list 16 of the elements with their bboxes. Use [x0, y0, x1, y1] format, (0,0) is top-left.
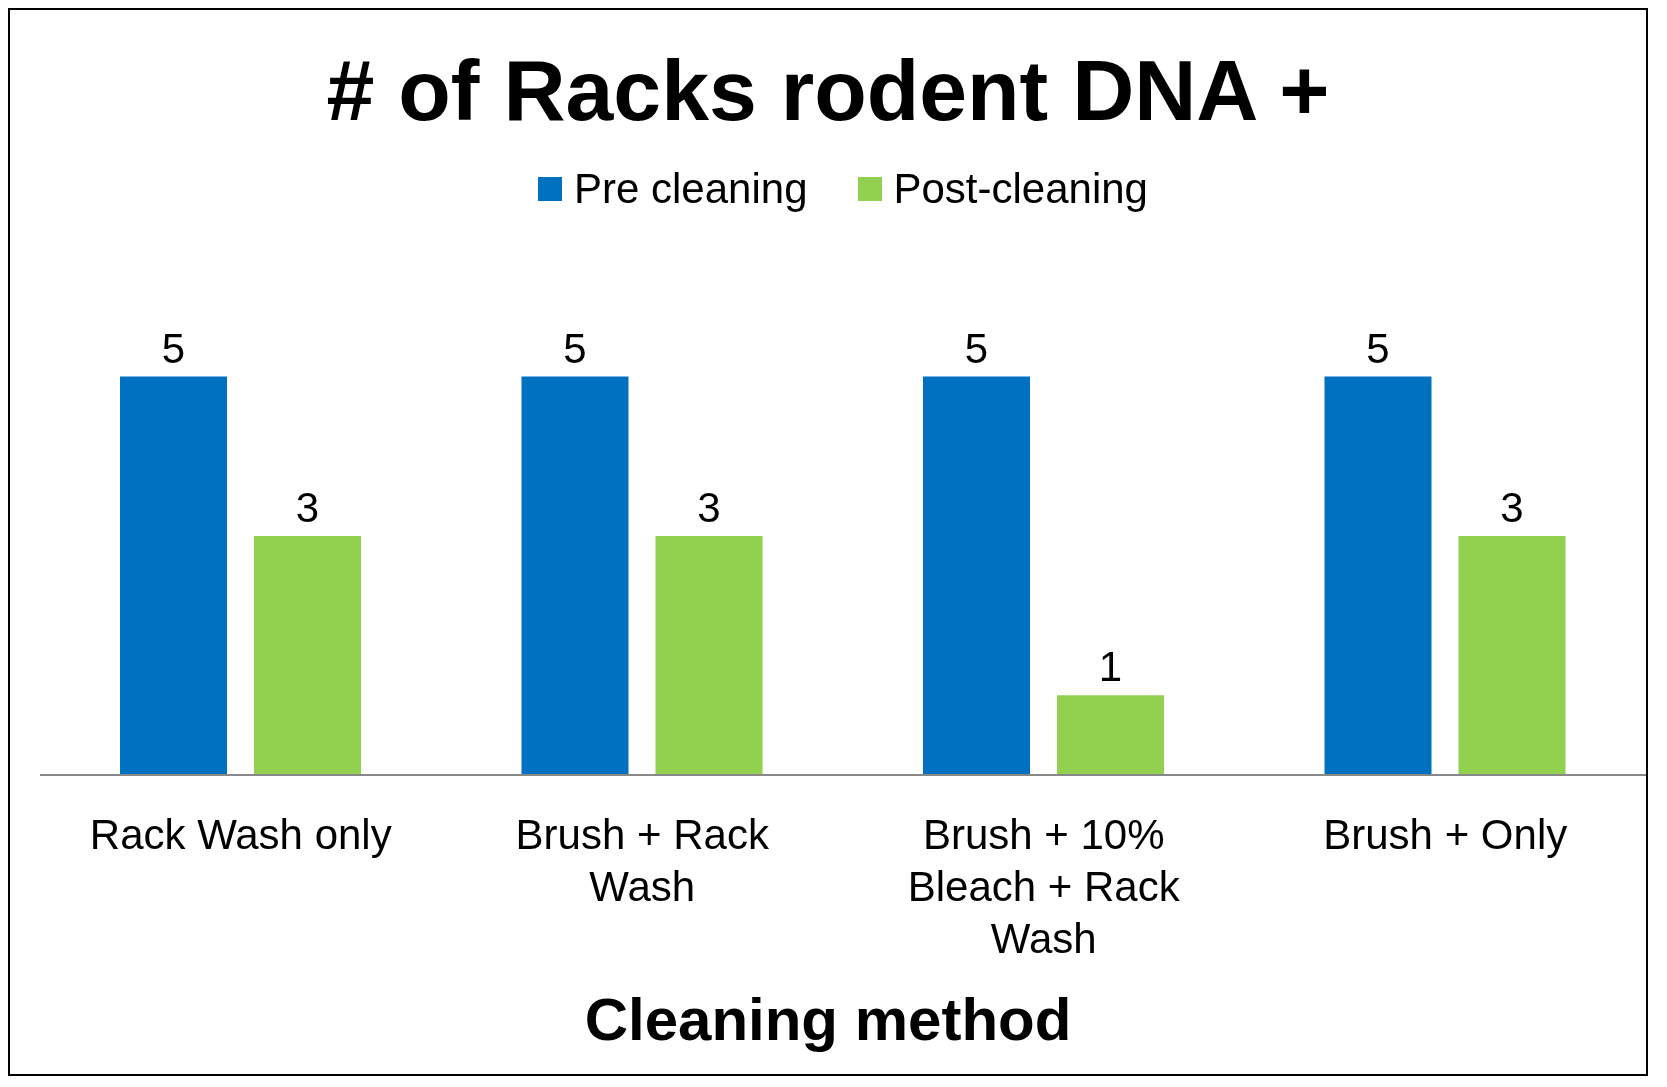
- x-axis-title: Cleaning method: [583, 985, 1073, 1054]
- x-tick-label: Rack Wash only: [89, 811, 392, 858]
- data-label: 5: [1366, 324, 1390, 372]
- x-tick-label: Brush + 10% Bleach + Rack Wash: [907, 811, 1181, 962]
- x-tick-label: Brush + Only: [1323, 811, 1568, 858]
- data-label: 3: [697, 483, 721, 531]
- chart-title: # of Racks rodent DNA +: [325, 41, 1331, 140]
- legend-label: Post-cleaning: [893, 165, 1148, 213]
- data-label: 3: [295, 483, 320, 531]
- data-label: 5: [563, 324, 587, 372]
- x-tick-label: Brush + Rack Wash: [515, 811, 770, 910]
- legend-label: Pre cleaning: [574, 165, 808, 213]
- data-label: 3: [1500, 483, 1524, 531]
- data-label: 5: [964, 324, 989, 372]
- data-label: 5: [161, 324, 186, 372]
- data-label: 1: [1098, 643, 1123, 691]
